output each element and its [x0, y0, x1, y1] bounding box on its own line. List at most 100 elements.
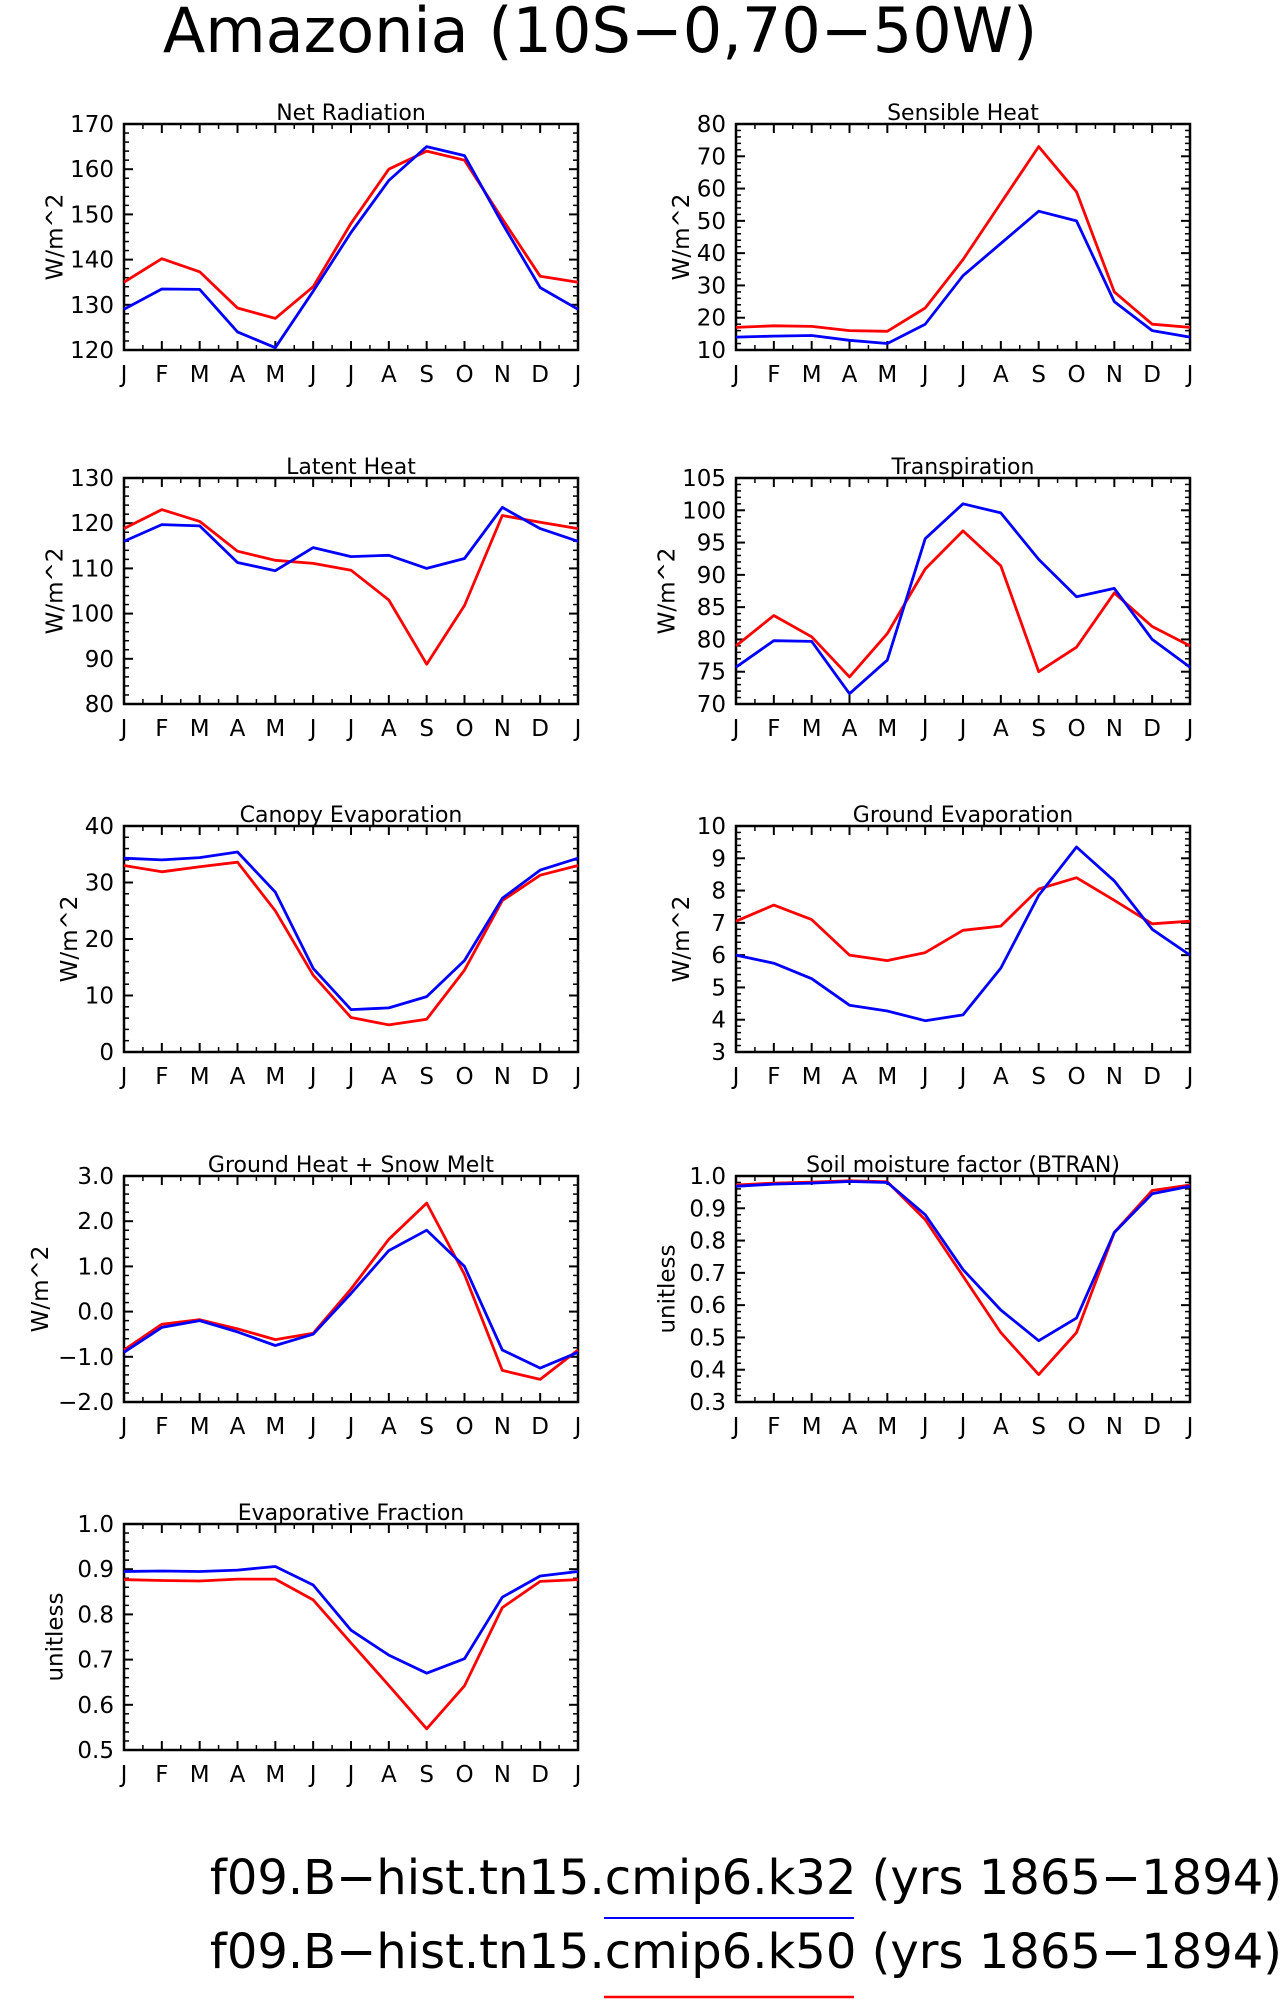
x-tick-label: J	[958, 362, 967, 388]
x-tick-label: A	[993, 1414, 1009, 1440]
x-tick-label: M	[877, 362, 897, 388]
x-tick-label: A	[230, 1414, 246, 1440]
y-tick-label: 10	[697, 814, 726, 840]
x-tick-label: J	[119, 1414, 128, 1440]
x-tick-label: J	[346, 1064, 355, 1090]
chart-panel: Soil moisture factor (BTRAN)J F M A M J J A S O N D…	[655, 1153, 1194, 1440]
x-tick-label: O	[455, 1762, 473, 1788]
x-tick-label: M	[877, 1064, 897, 1090]
series-line-k50	[123, 149, 579, 320]
y-tick-label: 170	[70, 112, 114, 138]
x-tick-label: F	[155, 362, 168, 388]
x-tick-label: J	[573, 362, 582, 388]
y-axis-label: unitless	[43, 1592, 69, 1681]
y-axis-label: W/m^2	[57, 896, 83, 983]
x-tick-label: F	[767, 1064, 780, 1090]
x-tick-label: N	[494, 362, 511, 388]
y-tick-label: 130	[70, 466, 114, 492]
y-axis-label: unitless	[655, 1244, 681, 1333]
x-tick-label: N	[1106, 1414, 1123, 1440]
y-axis-label: W/m^2	[43, 548, 69, 635]
y-tick-label: 30	[85, 871, 114, 897]
x-tick-label: M	[877, 1414, 897, 1440]
y-tick-label: 3.0	[77, 1164, 114, 1190]
x-tick-label: A	[842, 1064, 858, 1090]
series-line-k32	[123, 850, 579, 1011]
x-tick-label: J	[119, 716, 128, 742]
x-tick-label: D	[1143, 1064, 1161, 1090]
x-tick-label: O	[455, 1414, 473, 1440]
series-line-k32	[123, 1228, 579, 1370]
x-tick-label: S	[419, 1064, 434, 1090]
plot-frame	[122, 1522, 580, 1752]
x-tick-label: M	[802, 1064, 822, 1090]
x-tick-label: N	[1106, 362, 1123, 388]
x-tick-label: J	[573, 1762, 582, 1788]
y-tick-label: 0.6	[77, 1693, 114, 1719]
x-tick-label: M	[265, 716, 285, 742]
y-tick-label: 0.8	[689, 1229, 726, 1255]
plot-frame	[734, 1174, 1192, 1404]
y-tick-label: 0.5	[689, 1325, 726, 1351]
x-tick-label: O	[455, 362, 473, 388]
series-line-k32	[123, 505, 579, 573]
x-tick-label: N	[494, 716, 511, 742]
x-tick-label: A	[993, 1064, 1009, 1090]
x-tick-label: F	[767, 716, 780, 742]
series-line-k50	[735, 145, 1191, 333]
x-tick-label: S	[1031, 362, 1046, 388]
x-tick-label: J	[958, 1064, 967, 1090]
x-tick-label: M	[877, 716, 897, 742]
legend-label-k32: f09.B−hist.tn15.cmip6.k32 (yrs 1865−1894…	[210, 1850, 1282, 1906]
series-line-k32	[735, 209, 1191, 345]
y-tick-label: 90	[85, 647, 114, 673]
x-tick-label: A	[230, 1762, 246, 1788]
x-tick-label: J	[346, 1414, 355, 1440]
x-tick-label: F	[767, 362, 780, 388]
series-line-k50	[735, 1179, 1191, 1376]
y-tick-label: 3	[711, 1040, 726, 1066]
x-tick-label: A	[381, 362, 397, 388]
y-tick-label: 160	[70, 157, 114, 183]
y-tick-label: 20	[85, 927, 114, 953]
y-tick-label: 80	[697, 627, 726, 653]
series-line-k32	[735, 502, 1191, 696]
panel-title: Canopy Evaporation	[240, 803, 463, 828]
x-tick-label: A	[381, 1762, 397, 1788]
x-tick-label: M	[265, 1064, 285, 1090]
x-tick-label: N	[494, 1414, 511, 1440]
x-tick-label: O	[1067, 716, 1085, 742]
y-tick-label: 100	[682, 498, 726, 524]
y-tick-label: 20	[697, 306, 726, 332]
panel-title: Sensible Heat	[887, 101, 1039, 126]
x-tick-label: S	[1031, 1414, 1046, 1440]
y-tick-label: 8	[711, 879, 726, 905]
x-tick-label: N	[1106, 716, 1123, 742]
x-tick-label: A	[842, 716, 858, 742]
y-tick-label: 0.5	[77, 1738, 114, 1764]
x-tick-label: J	[119, 362, 128, 388]
series-line-k50	[123, 1577, 579, 1731]
plot-frame	[734, 824, 1192, 1054]
y-tick-label: −1.0	[58, 1345, 114, 1371]
x-tick-label: S	[1031, 1064, 1046, 1090]
x-tick-label: F	[767, 1414, 780, 1440]
x-tick-label: O	[455, 716, 473, 742]
x-tick-label: S	[419, 716, 434, 742]
x-tick-label: A	[230, 716, 246, 742]
y-tick-label: 100	[70, 602, 114, 628]
y-axis-label: W/m^2	[43, 194, 69, 281]
x-tick-label: O	[1067, 1414, 1085, 1440]
x-tick-label: F	[155, 1064, 168, 1090]
series-line-k32	[123, 1565, 579, 1675]
y-tick-label: 140	[70, 248, 114, 274]
y-tick-label: 0.6	[689, 1293, 726, 1319]
x-tick-label: A	[842, 1414, 858, 1440]
y-tick-label: 60	[697, 177, 726, 203]
y-tick-label: 130	[70, 293, 114, 319]
x-tick-label: D	[531, 1414, 549, 1440]
